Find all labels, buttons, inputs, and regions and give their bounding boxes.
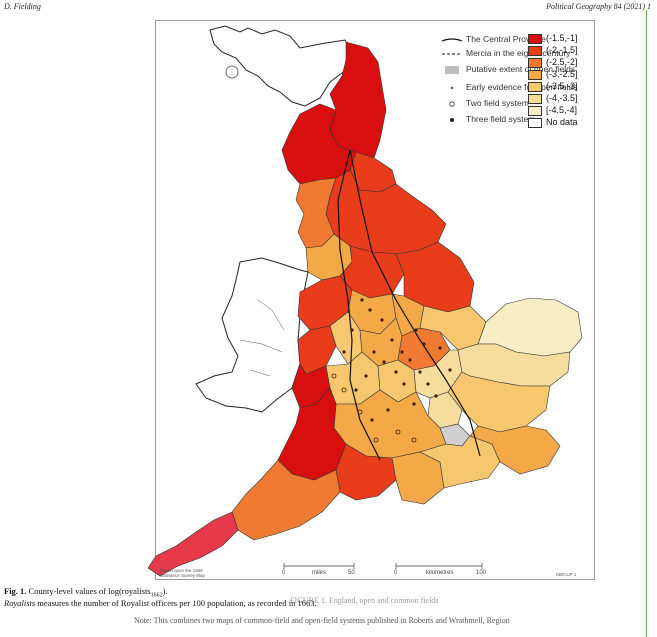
header-journal: Political Geography 84 (2021) 1 — [546, 2, 651, 11]
scale-line — [283, 563, 355, 569]
scale-tick: 100 — [476, 570, 487, 576]
small-dot-icon — [450, 86, 454, 89]
scale-unit: miles — [312, 570, 327, 576]
page-margin-rule — [646, 10, 647, 637]
figure-number: Fig. 1. — [4, 586, 27, 596]
legend-bin-label: [-4.5,-4] — [546, 105, 578, 115]
legend-swatch-bin-1 — [528, 34, 542, 44]
legend-label: Two field system — [466, 98, 529, 108]
caption-lead: Royalists — [4, 598, 36, 608]
solid-line-icon — [441, 38, 463, 42]
legend-item-central-province: The Central Province — [441, 34, 546, 46]
legend-label: Putative extent of open fields — [466, 64, 576, 74]
legend-bin-label: (-3,-2.5] — [546, 69, 578, 79]
legend-item-three-field: Three field system — [441, 114, 535, 126]
grey-box-icon — [445, 65, 459, 74]
legend-swatch-bin-7 — [528, 106, 542, 116]
legend-bin-label: (-2.5,-2] — [546, 57, 578, 67]
legend-swatch-bin-4 — [528, 70, 542, 80]
scale-line — [395, 563, 483, 569]
legend-bin-label: (-4,-3.5] — [546, 93, 578, 103]
legend-swatch-bin-2 — [528, 46, 542, 56]
map-code: KB/CUP 1 — [556, 572, 577, 577]
legend-bin-label: (-2,-1.5] — [546, 45, 578, 55]
filled-dot-icon — [450, 117, 454, 122]
two-field-circles — [331, 373, 417, 443]
three-field-dots — [342, 298, 452, 422]
dashed-line-icon — [442, 53, 462, 55]
legend-item-two-field: Two field system — [441, 98, 529, 110]
legend-bin-label: No data — [546, 117, 578, 127]
note-line: Note: This combines two maps of common-f… — [134, 616, 510, 625]
caption-rest: measures the number of Royalist officers… — [37, 598, 317, 608]
legend-label: Mercia in the eighth century — [466, 48, 571, 58]
legend-swatch-bin-6 — [528, 94, 542, 104]
scale-bar-miles: 0 miles 50 — [282, 562, 362, 576]
scale-bar-km: 0 kilometres 100 — [394, 562, 490, 576]
scale-tick: 0 — [394, 570, 398, 576]
scotland-inset-mark — [225, 65, 239, 79]
base-map-note: Based upon the 1926 Ordnance Survey Map — [160, 568, 206, 578]
region-cornwall — [147, 511, 239, 577]
legend-bin-label: (-3.5,-3] — [546, 81, 578, 91]
header-author: D. Fielding — [4, 2, 41, 11]
legend-swatch-bin-5 — [528, 82, 542, 92]
open-circle-icon — [449, 101, 455, 107]
legend-item-early-evidence: Early evidence for open fields — [441, 82, 578, 94]
base-figure-caption: FIGURE 1. England, open and common field… — [290, 596, 439, 605]
scale-tick: 50 — [348, 570, 355, 576]
figure-caption-desc: Royalists measures the number of Royalis… — [4, 598, 317, 608]
legend-swatch-bin-3 — [528, 58, 542, 68]
legend-item-mercia: Mercia in the eighth century — [441, 48, 570, 60]
caption-subscript: 1662 — [150, 592, 163, 599]
scale-unit: kilometres — [426, 570, 454, 576]
region-wales — [195, 257, 309, 413]
region-scotland — [209, 25, 353, 107]
region-devon — [231, 459, 341, 541]
legend-label: The Central Province — [466, 34, 546, 44]
legend-bin-label: (-1.5,-1] — [546, 33, 578, 43]
legend-item-open-fields: Putative extent of open fields — [441, 64, 575, 76]
scale-tick: 0 — [282, 570, 286, 576]
caption-text: County-level values of log(royalists — [28, 586, 151, 596]
region-kent — [469, 425, 561, 475]
figure-caption-title: Fig. 1. County-level values of log(royal… — [4, 586, 168, 599]
legend-swatch-no-data — [528, 118, 542, 128]
legend-label: Three field system — [466, 114, 536, 124]
caption-end: ). — [162, 586, 168, 596]
legend-label: Early evidence for open fields — [466, 82, 578, 92]
